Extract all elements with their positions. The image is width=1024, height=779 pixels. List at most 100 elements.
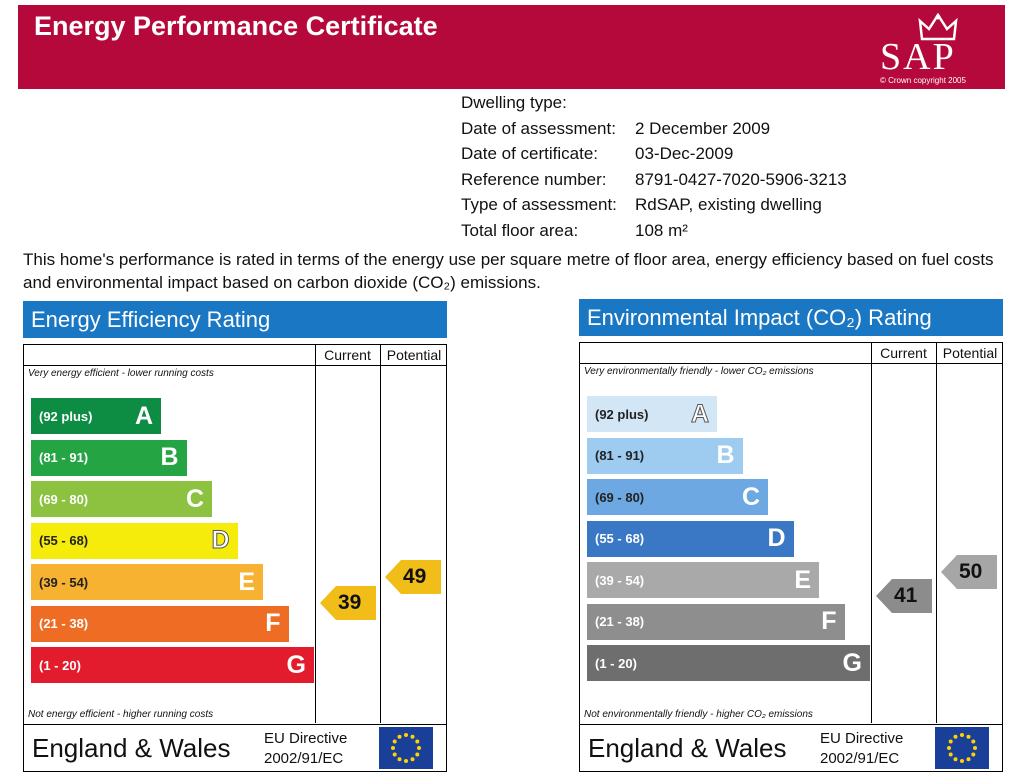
band-letter: E (794, 565, 811, 594)
row-divider (24, 365, 446, 366)
rating-band-a: (92 plus) A (31, 398, 161, 434)
rating-band-f: (21 - 38) F (587, 603, 845, 640)
band-letter: B (160, 443, 179, 471)
band-letter: G (842, 648, 862, 677)
top-note: Very environmentally friendly - lower CO… (584, 366, 814, 377)
potential-column-header: Potential (942, 345, 998, 361)
sap-logo: SAP © Crown copyright 2005 (880, 13, 995, 85)
detail-label: Reference number: (461, 169, 607, 189)
detail-row-floor-area: Total floor area: 108 m² (461, 218, 847, 244)
band-range: (39 - 54) (595, 572, 645, 588)
environmental-impact-panel: Environmental Impact (CO₂) Rating Curren… (579, 299, 1003, 772)
bottom-note: Not environmentally friendly - higher CO… (584, 709, 813, 720)
rating-band-a: (92 plus) A (587, 396, 717, 432)
rating-band-g: (1 - 20) G (587, 645, 870, 681)
detail-row-assessment-type: Type of assessment: RdSAP, existing dwell… (461, 192, 847, 218)
performance-intro: This home's performance is rated in term… (23, 250, 994, 292)
rating-band-d: (55 - 68) D (31, 522, 238, 559)
potential-rating-arrow-value: 50 (959, 560, 983, 584)
band-range: (39 - 54) (39, 574, 89, 590)
energy-efficiency-title: Energy Efficiency Rating (23, 301, 447, 338)
band-range: (21 - 38) (39, 616, 89, 631)
rating-band-b: (81 - 91) B (587, 437, 743, 474)
bottom-note: Not energy efficient - higher running co… (28, 709, 214, 720)
band-range: (92 plus) (595, 406, 649, 422)
column-divider (380, 345, 381, 723)
detail-row-reference-number: Reference number: 8791-0427-7020-5906-321… (461, 167, 847, 193)
detail-value: 108 m² (635, 220, 688, 240)
column-divider (871, 343, 872, 723)
directive-line-1: EU Directive (264, 730, 348, 747)
band-letter: C (185, 484, 204, 513)
band-letter: E (238, 567, 255, 596)
sap-letters: SAP (880, 36, 956, 78)
eu-flag-icon (935, 727, 989, 769)
band-range: (69 - 80) (595, 489, 645, 505)
detail-row-dwelling-type: Dwelling type: (461, 90, 847, 116)
detail-value: 03-Dec-2009 (635, 144, 734, 163)
energy-rating-chart: Current Potential Very energy efficient - … (23, 344, 447, 772)
band-range: (81 - 91) (39, 450, 89, 465)
detail-label: Total floor area: (461, 220, 579, 240)
detail-label: Type of assessment: (461, 195, 617, 214)
top-note: Very energy efficient - lower running co… (28, 368, 214, 379)
directive-line-1: EU Directive (820, 730, 904, 747)
row-divider (580, 363, 1002, 364)
detail-value: RdSAP, existing dwelling (635, 195, 822, 214)
current-rating-arrow: 39 (320, 585, 376, 620)
certificate-details: Dwelling type: Date of assessment: 2 Dece… (461, 90, 847, 243)
column-divider (936, 343, 937, 723)
band-range: (55 - 68) (595, 531, 645, 546)
rating-band-g: (1 - 20) G (31, 647, 314, 683)
rating-band-b: (81 - 91) B (31, 439, 187, 476)
environmental-impact-title: Environmental Impact (CO₂) Rating (579, 299, 1003, 336)
band-range: (81 - 91) (595, 448, 645, 463)
footer-country: England & Wales (588, 733, 787, 763)
band-letter: D (211, 526, 230, 555)
crown-icon (918, 13, 958, 41)
band-range: (55 - 68) (39, 533, 89, 548)
band-letter: D (767, 524, 786, 552)
detail-row-certificate-date: Date of certificate: 03-Dec-2009 (461, 141, 847, 167)
band-letter: B (716, 441, 735, 469)
footer-directive: EU Directive 2002/91/EC (820, 729, 903, 769)
band-letter: A (134, 401, 153, 430)
copyright-text: © Crown copyright 2005 (880, 76, 966, 85)
rating-band-d: (55 - 68) D (587, 520, 794, 557)
energy-efficiency-panel: Energy Efficiency Rating Current Potentia… (23, 301, 447, 772)
rating-band-f: (21 - 38) F (31, 605, 289, 642)
potential-rating-arrow: 49 (385, 559, 441, 594)
rating-band-c: (69 - 80) C (587, 479, 768, 515)
current-column-header: Current (880, 345, 927, 361)
band-letter: G (286, 650, 306, 679)
band-range: (1 - 20) (39, 657, 81, 673)
footer-country: England & Wales (32, 733, 231, 763)
potential-rating-arrow-value: 49 (403, 564, 427, 588)
environment-rating-chart: Current Potential Very environmentally fri… (579, 342, 1003, 772)
certificate-header: Energy Performance Certificate SAP © Cro… (18, 5, 1005, 89)
eu-flag-icon (379, 727, 433, 769)
row-divider (24, 724, 446, 725)
row-divider (580, 724, 1002, 725)
band-range: (92 plus) (39, 408, 93, 424)
current-rating-arrow-value: 41 (894, 583, 918, 607)
band-letter: C (741, 482, 760, 511)
column-divider (315, 345, 316, 723)
current-rating-arrow-value: 39 (338, 590, 362, 614)
detail-label: Date of certificate: (461, 144, 599, 163)
detail-row-assessment-date: Date of assessment: 2 December 2009 (461, 116, 847, 142)
rating-band-c: (69 - 80) C (31, 481, 212, 517)
band-range: (1 - 20) (595, 655, 637, 671)
detail-value: 8791-0427-7020-5906-3213 (635, 169, 847, 189)
band-letter: F (821, 607, 837, 635)
band-letter: F (265, 609, 281, 637)
rating-band-e: (39 - 54) E (587, 562, 819, 598)
current-rating-arrow: 41 (876, 578, 932, 613)
potential-column-header: Potential (386, 347, 442, 363)
potential-rating-arrow: 50 (941, 555, 997, 590)
detail-label: Dwelling type: (461, 93, 567, 112)
band-range: (21 - 38) (595, 614, 645, 629)
certificate-title: Energy Performance Certificate (34, 11, 438, 41)
band-range: (69 - 80) (39, 491, 89, 507)
current-column-header: Current (324, 347, 371, 363)
